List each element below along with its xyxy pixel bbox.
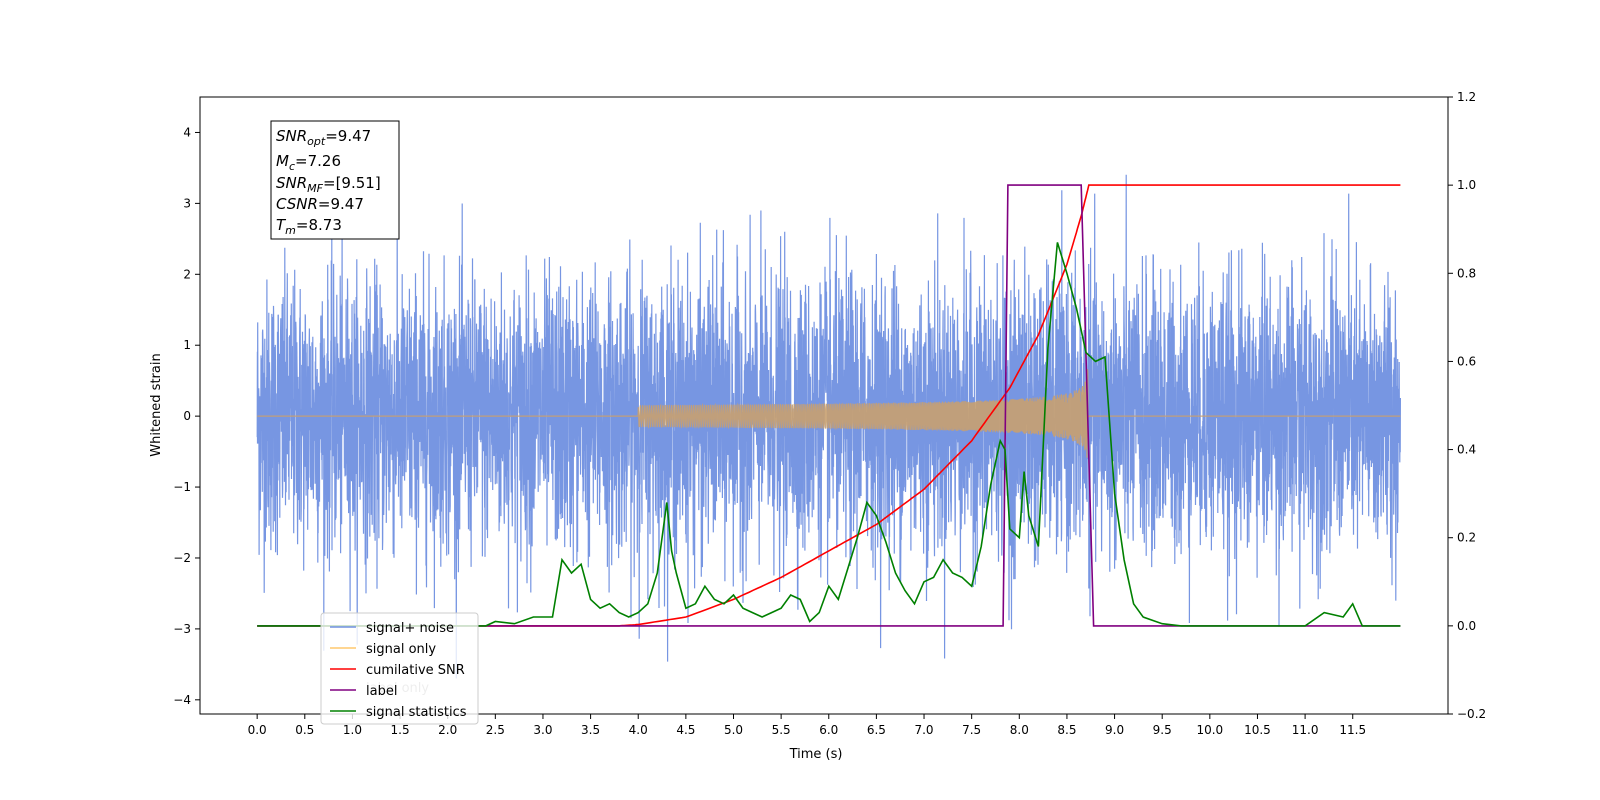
- y2-tick-label: 0.2: [1457, 531, 1476, 545]
- x-tick-label: 0.0: [248, 723, 267, 737]
- x-tick-label: 11.5: [1339, 723, 1366, 737]
- legend-frame: [320, 612, 479, 725]
- x-tick-label: 1.0: [343, 723, 362, 737]
- x-axis-title: Time (s): [789, 747, 843, 762]
- axes-layer: 0.0 0.5 1.0 1.5 2.0 2.5 3.0 3.5 4.0 4.5 5.0 5.5 6.0 6…: [173, 90, 1486, 737]
- legend-label: signal+ noise: [366, 621, 454, 636]
- info-box-frame: [270, 120, 400, 240]
- x-tick-label: 1.5: [391, 723, 410, 737]
- series-label: [257, 184, 1401, 627]
- x-tick-label: 3.0: [533, 723, 552, 737]
- y2-tick-label: 1.2: [1457, 90, 1476, 104]
- y-tick-label: −3: [173, 622, 191, 636]
- info-line: SNRMF=[9.51]: [276, 174, 381, 195]
- x-tick-label: 2.5: [486, 723, 505, 737]
- info-line: CSNR=9.47: [276, 195, 364, 213]
- legend-label: signal only: [366, 642, 436, 657]
- y-tick-label: 2: [183, 267, 191, 281]
- x-tick-label: 6.5: [867, 723, 886, 737]
- x-tick-label: 5.5: [772, 723, 791, 737]
- legend-label: signal statistics: [366, 705, 467, 720]
- x-tick-label: 7.5: [962, 723, 981, 737]
- y-axis-title: Whitened strain: [149, 353, 164, 456]
- x-tick-label: 10.5: [1244, 723, 1271, 737]
- plot-frame: [199, 96, 1449, 715]
- x-tick-label: 10.0: [1196, 723, 1223, 737]
- series-signal-statistics: [257, 242, 1401, 627]
- y2-tick-label: −0.2: [1457, 707, 1486, 721]
- x-tick-label: 4.5: [676, 723, 695, 737]
- y2-tick-label: 0.0: [1457, 619, 1476, 633]
- y2-tick-label: 1.0: [1457, 178, 1476, 192]
- series-cumulative-snr: [257, 184, 1401, 627]
- info-line: Tm=8.73: [276, 216, 342, 237]
- x-tick-label: 7.0: [914, 723, 933, 737]
- legend-label: cumilative SNR: [366, 663, 465, 678]
- x-tick-label: 11.0: [1292, 723, 1319, 737]
- plot-layer: [256, 174, 1401, 679]
- series-signal-noise: [256, 174, 1401, 679]
- info-line: Mc=7.26: [276, 152, 341, 173]
- x-tick-label: 6.0: [819, 723, 838, 737]
- x-tick-label: 2.0: [438, 723, 457, 737]
- y2-tick-label: 0.4: [1457, 443, 1476, 457]
- info-line: SNRopt=9.47: [276, 127, 371, 148]
- y-tick-label: 3: [183, 196, 191, 210]
- series-signal-only: [257, 369, 1401, 458]
- y-tick-label: 1: [183, 338, 191, 352]
- y2-tick-label: 0.6: [1457, 354, 1476, 368]
- x-tick-label: 8.5: [1057, 723, 1076, 737]
- y2-tick-label: 0.8: [1457, 266, 1476, 280]
- y-tick-label: −4: [173, 693, 191, 707]
- x-tick-label: 5.0: [724, 723, 743, 737]
- x-tick-label: 0.5: [295, 723, 314, 737]
- x-tick-label: 9.5: [1153, 723, 1172, 737]
- y-tick-label: 0: [183, 409, 191, 423]
- x-tick-label: 4.0: [629, 723, 648, 737]
- x-tick-label: 9.0: [1105, 723, 1124, 737]
- y-tick-label: 4: [183, 125, 191, 139]
- y-tick-label: −1: [173, 480, 191, 494]
- x-tick-label: 3.5: [581, 723, 600, 737]
- legend-label: label: [366, 684, 397, 699]
- y-tick-label: −2: [173, 551, 191, 565]
- x-tick-label: 8.0: [1010, 723, 1029, 737]
